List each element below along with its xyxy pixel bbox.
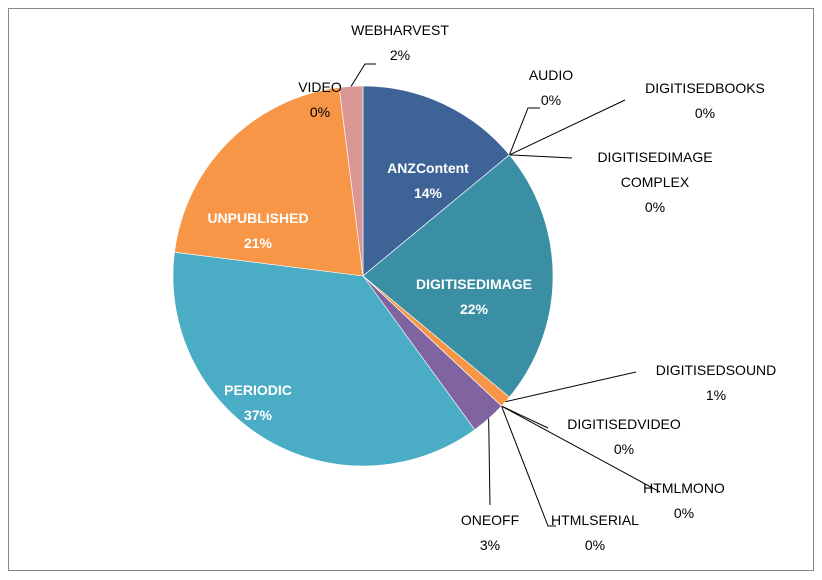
value-label: 0%	[644, 199, 666, 215]
value-label: 3%	[479, 537, 501, 553]
category-label: DIGITISEDIMAGE	[416, 276, 532, 292]
slice-label: AUDIO 0%	[511, 63, 591, 113]
slice-label: DIGITISEDIMAGE 22%	[415, 272, 533, 322]
leader-line	[501, 405, 661, 493]
value-label: 14%	[413, 185, 443, 201]
leader-line	[509, 99, 626, 156]
leader-line	[509, 154, 573, 159]
category-label: ANZContent	[387, 160, 469, 176]
category-label: DIGITISEDVIDEO	[567, 416, 681, 432]
leader-line	[488, 418, 491, 506]
value-label: 0%	[613, 441, 635, 457]
slice-label: UNPUBLISHED 21%	[188, 206, 328, 256]
category-label: HTMLMONO	[643, 480, 725, 496]
category-label: WEBHARVEST	[351, 22, 449, 38]
value-label: 2%	[389, 47, 411, 63]
category-label: VIDEO	[298, 79, 342, 95]
leader-line	[508, 107, 540, 156]
value-label: 21%	[243, 235, 273, 251]
category-label: PERIODIC	[224, 382, 292, 398]
category-label: HTMLSERIAL	[551, 512, 639, 528]
leader-line	[505, 371, 637, 403]
value-label: 22%	[459, 301, 489, 317]
slice-label: ANZContent 14%	[368, 156, 488, 206]
pie-slice	[362, 85, 510, 277]
slice-label: HTMLSERIAL 0%	[545, 508, 645, 558]
slice-label: ONEOFF 3%	[450, 508, 530, 558]
slice-label: DIGITISEDIMAGE COMPLEX 0%	[580, 145, 730, 220]
category-label: DIGITISEDBOOKS	[645, 80, 765, 96]
value-label: 0%	[673, 505, 695, 521]
slice-label: DIGITISEDBOOKS 0%	[625, 76, 785, 126]
slice-label: HTMLMONO 0%	[634, 476, 734, 526]
value-label: 1%	[705, 387, 727, 403]
value-label: 37%	[243, 407, 273, 423]
leader-line	[350, 63, 376, 87]
leader-line	[501, 405, 556, 527]
value-label: 0%	[584, 537, 606, 553]
value-label: 0%	[309, 104, 331, 120]
category-label: DIGITISEDIMAGE COMPLEX	[597, 149, 713, 190]
category-label: ONEOFF	[460, 512, 520, 528]
pie-slice	[172, 251, 476, 467]
value-label: 0%	[694, 105, 716, 121]
pie-slice	[174, 87, 364, 277]
slice-label: DIGITISEDVIDEO 0%	[559, 412, 689, 462]
pie-slice	[362, 154, 554, 398]
value-label: 0%	[540, 92, 562, 108]
category-label: UNPUBLISHED	[207, 210, 309, 226]
slice-label: WEBHARVEST 2%	[340, 18, 460, 68]
category-label: DIGITISEDSOUND	[655, 362, 777, 378]
slice-label: PERIODIC 37%	[198, 378, 318, 428]
category-label: AUDIO	[528, 67, 574, 83]
slice-label: DIGITISEDSOUND 1%	[653, 358, 779, 408]
slice-label: VIDEO 0%	[280, 75, 360, 125]
